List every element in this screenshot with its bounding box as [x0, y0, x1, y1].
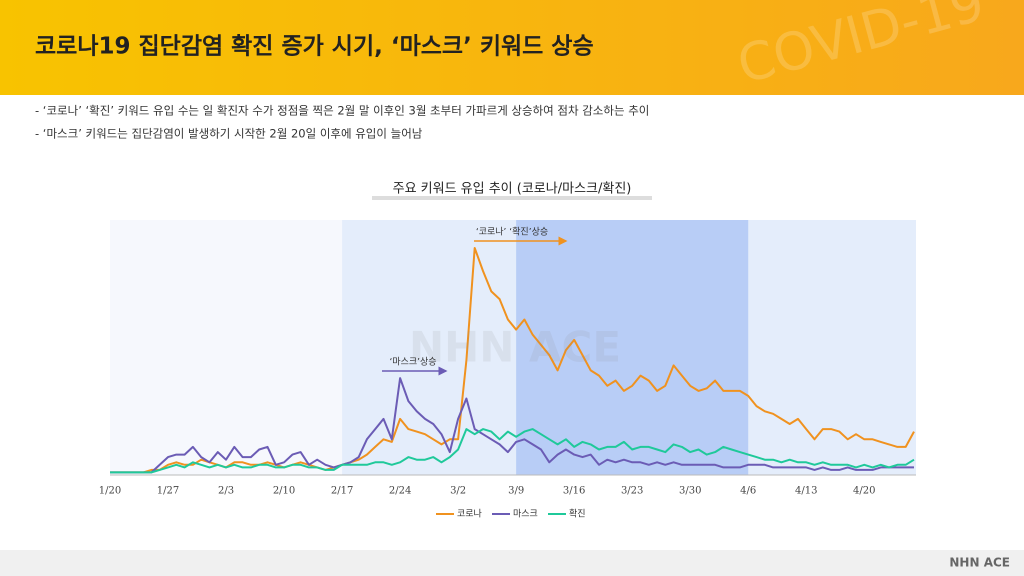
- slide-title: 코로나19 집단감염 확진 증가 시기, ‘마스크’ 키워드 상승: [35, 34, 594, 60]
- annotation: ‘마스크’상승: [389, 357, 436, 368]
- annotation: ‘코로나’ ‘확진’상승: [476, 226, 548, 238]
- x-tick-label: 3/23: [621, 486, 643, 497]
- legend-label: 코로나: [457, 509, 482, 520]
- footer-band: [0, 550, 1024, 576]
- series-line: [110, 377, 914, 474]
- x-tick-label: 3/9: [508, 486, 524, 497]
- plot: 1/20 1/27 2/3 2/10 2/17 2/24 3/2 3/9 3/16 3/23 3/3…: [99, 220, 916, 520]
- series-line: [110, 247, 915, 474]
- x-tick-label: 2/10: [273, 486, 295, 497]
- legend-label: 확진: [569, 508, 586, 520]
- x-tick-label: 4/20: [853, 486, 875, 497]
- x-tick-label: 2/3: [218, 486, 234, 497]
- x-tick-label: 3/16: [563, 486, 585, 497]
- x-tick-label: 1/27: [157, 486, 179, 497]
- footer-logo: NHN ACE: [949, 556, 1010, 570]
- x-tick-label: 1/20: [99, 486, 121, 497]
- highlight-band: [516, 220, 749, 475]
- series-line: [110, 428, 915, 474]
- x-tick-label: 2/17: [331, 486, 353, 497]
- x-tick-label: 3/2: [450, 486, 466, 497]
- legend-label: 마스크: [513, 509, 538, 520]
- chart-title: 주요 키워드 유입 추이 (코로나/마스크/확진): [393, 182, 632, 197]
- x-tick-label: 4/13: [795, 486, 817, 497]
- note: - ‘코로나’ ‘확진’ 키워드 유입 수는 일 확진자 수가 정점을 찍은 2…: [35, 104, 649, 118]
- chart-watermark: NHN ACE: [409, 323, 621, 372]
- x-tick-label: 2/24: [389, 486, 411, 497]
- x-tick-label: 3/30: [679, 486, 701, 497]
- header-band: [0, 0, 1024, 95]
- note: - ‘마스크’ 키워드는 집단감염이 발생하기 시작한 2월 20일 이후에 유…: [35, 127, 423, 141]
- x-tick-label: 4/6: [740, 486, 756, 497]
- title-underline: [372, 196, 652, 200]
